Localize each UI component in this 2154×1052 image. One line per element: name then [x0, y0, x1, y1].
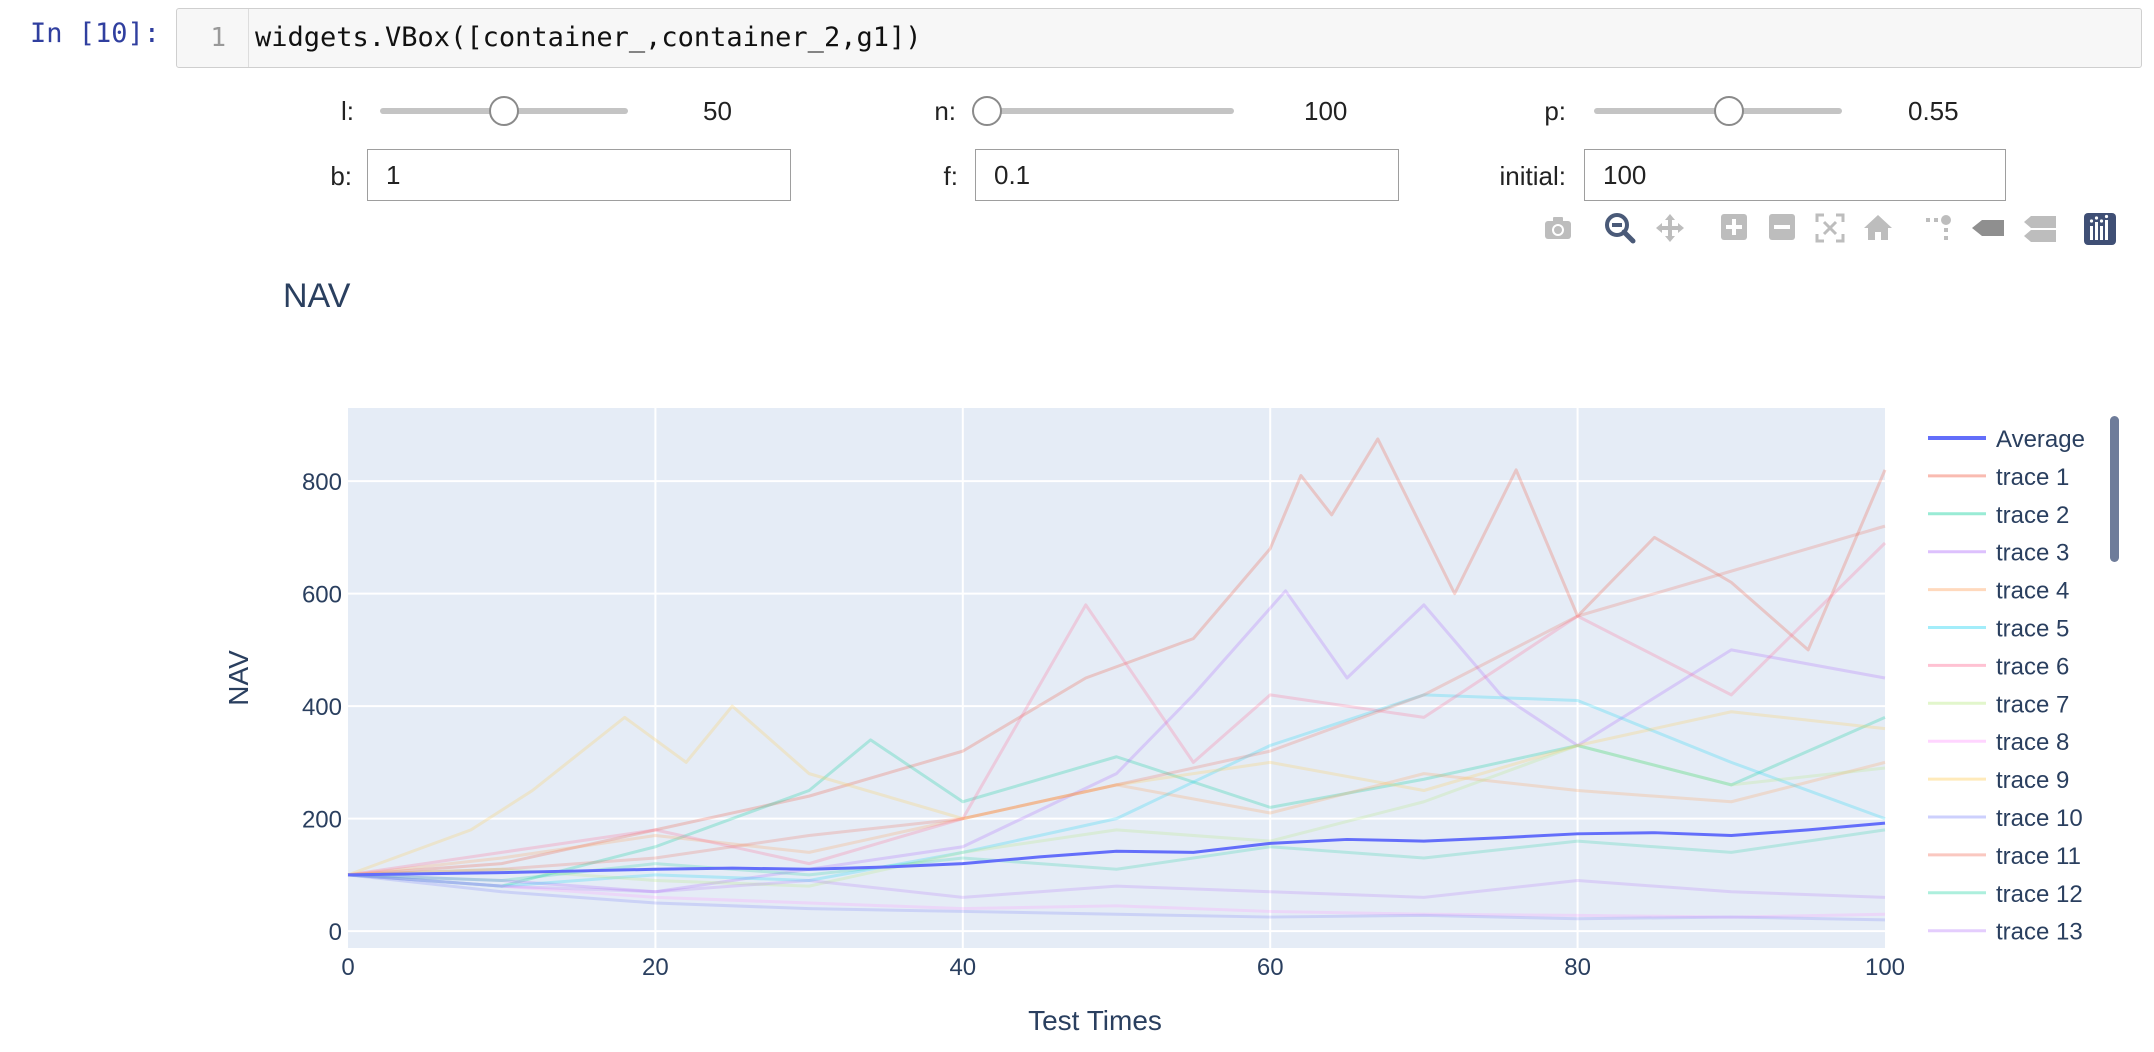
zoom-icon[interactable] [1602, 212, 1638, 248]
cell-prompt: In [10]: [30, 18, 161, 49]
p-slider-value: 0.55 [1908, 96, 1959, 126]
x-tick-label: 100 [1865, 954, 1905, 981]
legend-item-trace-12[interactable]: trace 12 [1928, 881, 2083, 908]
legend-item-trace-8[interactable]: trace 8 [1928, 729, 2069, 756]
p-slider-handle[interactable] [1714, 96, 1745, 126]
code-cell[interactable]: 1 widgets.VBox([container_,container_2,g… [176, 8, 2142, 68]
legend-item-trace-9[interactable]: trace 9 [1928, 767, 2069, 794]
legend-label: trace 4 [1996, 578, 2069, 605]
initial-field[interactable] [1584, 149, 2006, 201]
legend-label: trace 3 [1996, 540, 2069, 567]
camera-icon[interactable] [1540, 212, 1576, 248]
legend-label: trace 10 [1996, 805, 2083, 832]
y-tick-label: 600 [302, 582, 342, 609]
f-field[interactable] [975, 149, 1399, 201]
series-line-trace-10[interactable] [347, 873, 1886, 922]
plot-area[interactable] [348, 408, 1885, 948]
x-tick-label: 20 [642, 954, 669, 981]
y-tick-label: 400 [302, 694, 342, 721]
n-slider-track[interactable] [976, 108, 1234, 114]
x-tick-label: 60 [1257, 954, 1284, 981]
legend-item-trace-5[interactable]: trace 5 [1928, 616, 2069, 643]
legend-item-trace-4[interactable]: trace 4 [1928, 578, 2069, 605]
legend-item-trace-2[interactable]: trace 2 [1928, 502, 2069, 529]
legend-item-trace-3[interactable]: trace 3 [1928, 540, 2069, 567]
x-axis-title: Test Times [1028, 1005, 1162, 1036]
legend-item-trace-1[interactable]: trace 1 [1928, 464, 2069, 491]
legend-label: trace 6 [1996, 653, 2069, 680]
hover-compare-icon[interactable] [2022, 212, 2058, 248]
pan-icon[interactable] [1652, 212, 1688, 248]
legend-item-trace-11[interactable]: trace 11 [1928, 843, 2081, 870]
legend-item-trace-10[interactable]: trace 10 [1928, 805, 2083, 832]
initial-field-label: initial: [1499, 161, 1566, 191]
series-line-trace-13[interactable] [347, 873, 1886, 899]
series-line-trace-8[interactable] [347, 873, 1886, 919]
series-line-trace-4[interactable] [347, 760, 1886, 877]
legend-label: trace 2 [1996, 502, 2069, 529]
legend-label: trace 1 [1996, 464, 2069, 491]
series-line-trace-7[interactable] [347, 744, 1886, 888]
x-tick-label: 0 [341, 954, 354, 981]
line-number: 1 [177, 9, 249, 67]
legend-label: Average [1996, 426, 2085, 453]
legend-label: trace 13 [1996, 919, 2083, 946]
l-slider-value: 50 [703, 96, 732, 126]
f-field-label: f: [943, 161, 958, 191]
series-line-trace-9[interactable] [347, 704, 1886, 877]
b-field[interactable] [367, 149, 791, 201]
legend[interactable]: Average trace 1 trace 2 trace 3 trace 4 trace… [1928, 426, 2085, 946]
legend-item-trace-6[interactable]: trace 6 [1928, 653, 2069, 680]
legend-item-trace-7[interactable]: trace 7 [1928, 691, 2069, 718]
y-tick-label: 0 [329, 919, 342, 946]
autoscale-icon[interactable] [1812, 212, 1848, 248]
l-slider-handle[interactable] [489, 96, 519, 126]
plotly-logo-icon[interactable] [2082, 212, 2118, 248]
legend-label: trace 7 [1996, 691, 2069, 718]
x-tick-label: 80 [1564, 954, 1591, 981]
series-line-trace-11[interactable] [347, 524, 1886, 877]
l-slider-label: l: [341, 96, 354, 126]
axis-ticks: 0 20 40 60 80 100 0 200 400 600 800 [302, 469, 1905, 981]
n-slider-handle[interactable] [972, 96, 1002, 126]
legend-label: trace 11 [1996, 843, 2081, 870]
y-axis-title: NAV [223, 650, 254, 706]
reset-axes-icon[interactable] [1860, 212, 1896, 248]
p-slider-label: p: [1544, 96, 1566, 126]
legend-label: trace 9 [1996, 767, 2069, 794]
series-layer [347, 437, 1887, 922]
zoom-in-icon[interactable] [1716, 212, 1752, 248]
chart-title: NAV [283, 277, 351, 315]
b-field-label: b: [330, 161, 352, 191]
x-tick-label: 40 [949, 954, 976, 981]
legend-scrollbar[interactable] [2110, 416, 2119, 562]
n-slider-label: n: [934, 96, 956, 126]
legend-label: trace 12 [1996, 881, 2083, 908]
y-tick-label: 800 [302, 469, 342, 496]
legend-label: trace 8 [1996, 729, 2069, 756]
legend-item-trace-13[interactable]: trace 13 [1928, 919, 2083, 946]
y-tick-label: 200 [302, 807, 342, 834]
series-line-trace-6[interactable] [347, 541, 1887, 877]
zoom-out-icon[interactable] [1764, 212, 1800, 248]
series-line-trace-1[interactable] [347, 437, 1887, 877]
series-line-average[interactable] [347, 821, 1886, 877]
series-line-trace-5[interactable] [347, 693, 1886, 888]
n-slider-value: 100 [1304, 96, 1348, 126]
grid-lines [348, 408, 1885, 948]
legend-item-average[interactable]: Average [1928, 426, 2085, 453]
series-line-trace-3[interactable] [347, 589, 1886, 894]
hover-closest-icon[interactable] [1970, 212, 2006, 248]
spike-lines-icon[interactable] [1920, 212, 1956, 248]
code-line[interactable]: widgets.VBox([container_,container_2,g1]… [255, 22, 922, 53]
series-line-trace-2[interactable] [347, 716, 1886, 888]
legend-label: trace 5 [1996, 616, 2069, 643]
